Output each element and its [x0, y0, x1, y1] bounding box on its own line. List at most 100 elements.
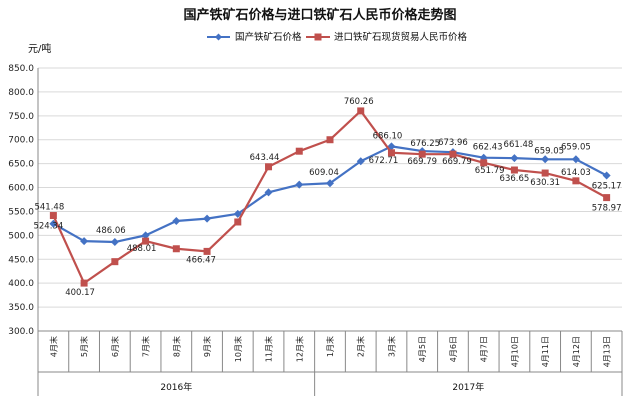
data-label: 673.96: [438, 138, 468, 148]
year-group-label: 2016年: [160, 381, 192, 393]
y-tick-label: 850.0: [8, 64, 34, 74]
data-point: [326, 179, 334, 188]
legend-marker-domestic: [215, 33, 222, 41]
data-label: 488.01: [127, 244, 157, 254]
x-tick-label: 2月末: [356, 336, 366, 357]
data-label: 659.05: [561, 142, 591, 152]
data-label: 643.44: [250, 153, 280, 163]
x-tick-label: 6月末: [110, 336, 120, 357]
data-point: [510, 154, 519, 163]
series-group: [49, 107, 611, 287]
y-tick-label: 350.0: [8, 303, 34, 313]
data-point: [387, 149, 395, 157]
data-label: 636.65: [500, 174, 530, 184]
x-tick-label: 9月末: [202, 336, 212, 357]
y-tick-label: 300.0: [8, 327, 34, 337]
y-tick-label: 750.0: [8, 112, 34, 122]
data-point: [80, 237, 89, 246]
data-label: 614.03: [561, 168, 591, 178]
y-axis: 850.0 800.0 750.0 700.0 650.0 600.0 550.0 500.0…: [8, 64, 34, 337]
data-point: [265, 163, 273, 171]
x-tick-label: 4月5日: [418, 336, 427, 362]
data-label: 400.17: [65, 288, 95, 298]
chart-title: 国产铁矿石价格与进口铁矿石人民币价格走势图: [183, 7, 456, 23]
data-label: 486.06: [96, 226, 126, 236]
data-point: [142, 237, 150, 245]
data-label: 662.43: [473, 143, 503, 153]
x-tick-label: 3月末: [386, 336, 396, 357]
x-tick-label: 5月末: [79, 336, 89, 357]
data-point: [110, 238, 119, 247]
legend: 国产铁矿石价格 进口铁矿石现货贸易人民币价格: [207, 31, 468, 43]
data-point: [172, 217, 181, 226]
data-label: 466.47: [186, 255, 216, 265]
data-point: [326, 136, 334, 144]
legend-label-import: 进口铁矿石现货贸易人民币价格: [334, 31, 468, 43]
data-point: [356, 157, 365, 166]
data-point: [203, 214, 212, 223]
data-label: 625.17: [592, 182, 622, 192]
data-label: 524.34: [33, 222, 63, 232]
y-tick-label: 600.0: [8, 184, 34, 194]
x-tick-label: 4月末: [48, 336, 58, 357]
data-label: 630.31: [530, 178, 560, 188]
data-label: 578.97: [592, 204, 622, 214]
data-label: 661.48: [504, 140, 534, 150]
data-point: [572, 177, 580, 185]
data-point: [295, 147, 303, 155]
data-point: [141, 231, 150, 240]
x-tick-label: 8月末: [171, 336, 181, 357]
x-tick-label: 10月末: [233, 336, 243, 362]
data-point: [418, 150, 426, 158]
series-line: [52, 145, 608, 244]
data-point: [571, 155, 580, 164]
y-tick-label: 700.0: [8, 136, 34, 146]
data-label: 669.79: [407, 157, 437, 167]
data-point: [233, 209, 242, 218]
x-tick-label: 1月末: [325, 336, 335, 357]
legend-marker-import: [314, 33, 322, 41]
data-point: [295, 180, 304, 189]
data-point: [172, 245, 180, 253]
data-point: [541, 155, 550, 164]
data-point: [49, 212, 57, 220]
data-label: 676.25: [410, 139, 440, 149]
data-point: [264, 188, 273, 197]
data-label: 760.26: [344, 97, 374, 107]
x-tick-label: 4月11日: [541, 336, 550, 367]
y-axis-unit: 元/吨: [28, 42, 51, 55]
y-tick-label: 400.0: [8, 279, 34, 289]
data-point: [602, 171, 611, 180]
year-group-label: 2017年: [452, 381, 484, 393]
x-tick-label: 4月7日: [480, 336, 489, 362]
data-point: [203, 247, 211, 255]
data-label: 686.10: [373, 131, 403, 141]
y-tick-label: 450.0: [8, 255, 34, 265]
data-point: [234, 218, 242, 226]
x-tick-label: 11月末: [264, 336, 274, 362]
y-tick-label: 800.0: [8, 88, 34, 98]
data-point: [541, 169, 549, 177]
y-tick-label: 550.0: [8, 207, 34, 217]
data-label: 609.04: [309, 168, 339, 178]
data-point: [449, 150, 457, 158]
x-tick-label: 7月末: [141, 336, 151, 357]
data-point: [111, 258, 119, 266]
data-point: [603, 194, 611, 202]
data-label: 541.48: [34, 203, 64, 213]
data-point: [80, 279, 88, 287]
y-tick-label: 500.0: [8, 231, 34, 241]
data-label: 659.05: [534, 146, 564, 156]
legend-label-domestic: 国产铁矿石价格: [235, 31, 302, 43]
x-tick-label: 4月12日: [572, 336, 581, 367]
data-label: 672.71: [369, 156, 399, 166]
data-point: [480, 159, 488, 167]
y-tick-label: 650.0: [8, 160, 34, 170]
data-point: [510, 166, 518, 174]
data-label: 669.79: [442, 157, 472, 167]
x-tick-label: 4月13日: [603, 336, 612, 367]
x-tick-label: 12月末: [294, 336, 304, 362]
x-axis: 4月末 5月末 6月末 7月末 8月末 9月末 10月末 11月末 12月末 1月末 2月末 3月末 4…: [37, 68, 623, 396]
